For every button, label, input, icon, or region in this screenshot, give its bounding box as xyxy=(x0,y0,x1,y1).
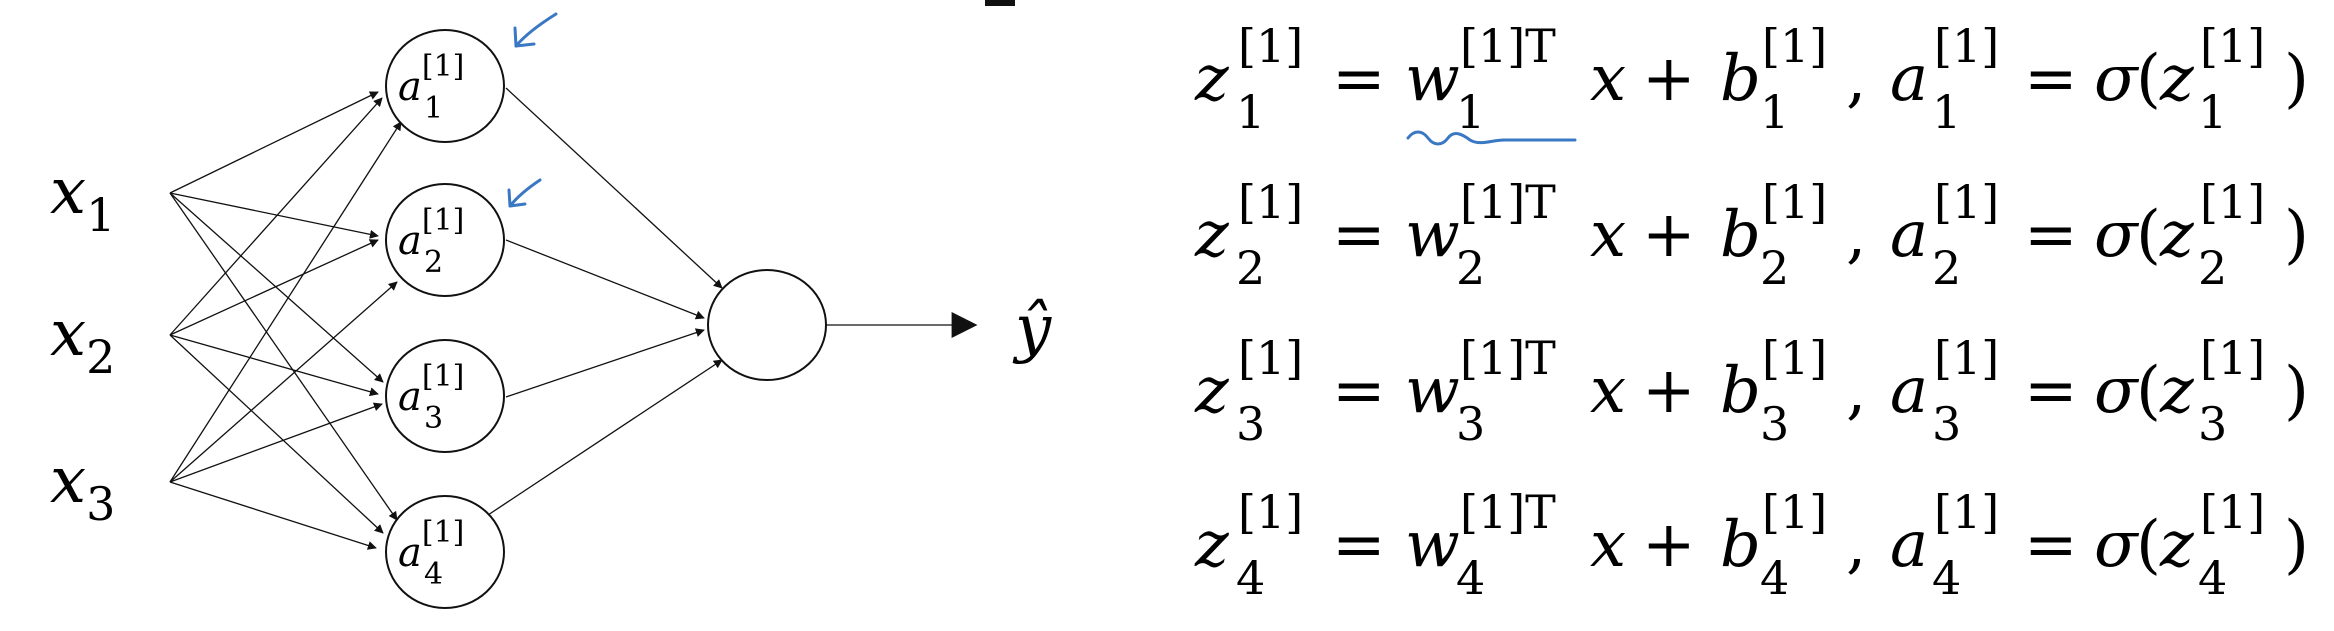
output-label-yhat: ŷ xyxy=(1012,292,1052,366)
top-edge-fragment xyxy=(985,0,1015,6)
edge-x2-a4 xyxy=(169,334,384,534)
pen-check-node-1 xyxy=(513,12,558,48)
equation-row-2: z [1] 2 = w[1]T 2 x + b[1] 2, a [1] 2 = σ(z [1]… xyxy=(1194,175,2309,300)
hidden-to-output-edges xyxy=(487,87,978,516)
pen-annotations xyxy=(507,12,1577,208)
input-label-x2: x2 xyxy=(50,297,115,384)
edge-x3-a2 xyxy=(169,281,398,483)
edge-x1-a1 xyxy=(169,91,379,194)
edge-x1-a2 xyxy=(169,192,379,239)
input-layer: x1 x2 x3 xyxy=(50,155,115,531)
edge-x1-a4 xyxy=(169,192,398,521)
hidden-node-3 xyxy=(385,339,505,453)
hidden-label-4: a[1] 4 xyxy=(398,515,464,592)
edge-a3-out xyxy=(505,328,705,398)
equation-row-3: z [1] 3 = w[1]T 3 x + b[1] 3, a [1] 3 = σ(z [1]… xyxy=(1194,331,2309,456)
hidden-node-2 xyxy=(385,183,505,297)
edge-x3-a1 xyxy=(169,121,402,483)
edge-a1-out xyxy=(505,87,723,289)
hidden-label-1: a[1] 1 xyxy=(398,49,464,126)
edge-x2-a3 xyxy=(169,334,379,397)
hidden-label-3: a[1] 3 xyxy=(398,359,464,436)
edge-a4-out xyxy=(487,359,723,516)
edge-x3-a3 xyxy=(169,402,383,483)
hidden-label-2: a[1] 2 xyxy=(398,203,464,280)
edge-x2-a1 xyxy=(169,97,383,336)
pen-check-node-2 xyxy=(507,178,542,208)
input-label-x1: x1 xyxy=(50,155,115,242)
output-node xyxy=(707,269,827,381)
equation-row-4: z [1] 4 = w[1]T 4 x + b[1] 4, a [1] 4 = σ(z [1]… xyxy=(1194,485,2309,610)
equation-row-1: z [1] 1 = w[1]T 1 x + b[1] 1, a [1] 1 = σ(z [1]… xyxy=(1194,19,2309,144)
edge-a2-out xyxy=(505,239,705,320)
hidden-node-4 xyxy=(385,495,505,609)
edge-x1-a3 xyxy=(169,192,384,383)
hidden-layer: a[1] 1 a[1] 2 a[1] 3 a[1] 4 xyxy=(385,29,505,609)
edge-x2-a2 xyxy=(169,239,379,336)
input-to-hidden-edges xyxy=(169,91,402,550)
hidden-node-1 xyxy=(385,29,505,143)
input-label-x3: x3 xyxy=(50,444,115,531)
equations: z [1] 1 = w[1]T 1 x + b[1] 1, a [1] 1 = σ(z [1]… xyxy=(1194,19,2309,610)
edge-x3-a4 xyxy=(169,481,377,550)
pen-underline-w1 xyxy=(1406,130,1577,146)
